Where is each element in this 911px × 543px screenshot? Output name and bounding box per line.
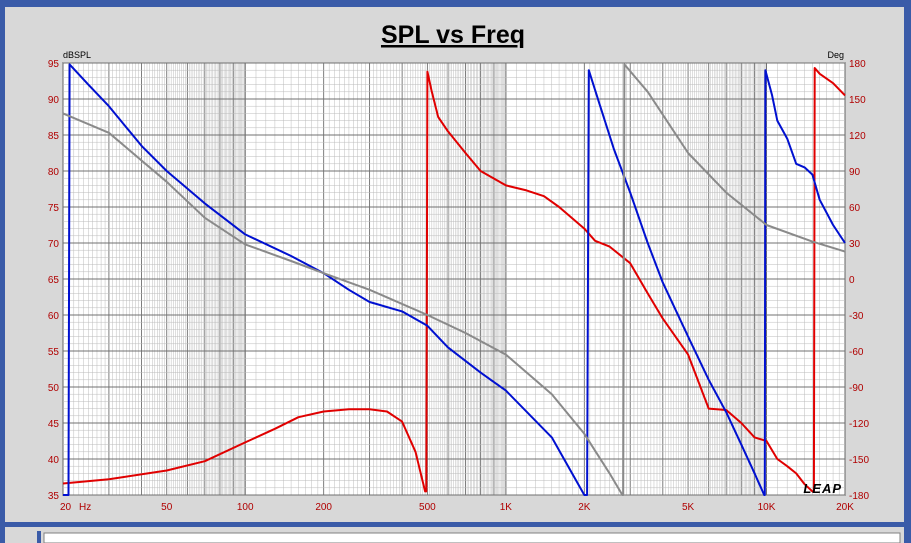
plot-grid — [62, 62, 846, 496]
x-tick-label: 500 — [419, 502, 436, 513]
y2-tick-label: -30 — [849, 311, 864, 322]
frame-border-top — [0, 0, 911, 7]
y-tick-label: 90 — [48, 95, 60, 106]
y2-tick-label: -120 — [849, 419, 869, 430]
y2-tick-label: 30 — [849, 239, 861, 250]
series-line-1 — [62, 67, 846, 493]
x-tick-label: 10K — [758, 502, 776, 513]
y-tick-label: 65 — [48, 275, 60, 286]
y2-tick-label: 90 — [849, 167, 861, 178]
y2-tick-label: 60 — [849, 203, 861, 214]
y-tick-label: 80 — [48, 167, 60, 178]
y-tick-label: 40 — [48, 455, 60, 466]
y2-tick-label: -180 — [849, 491, 869, 502]
chart-title: SPL vs Freq — [381, 21, 525, 49]
y-tick-label: 85 — [48, 131, 60, 142]
x-tick-label: 200 — [315, 502, 332, 513]
status-field — [43, 532, 901, 543]
y2-tick-label: -90 — [849, 383, 864, 394]
x-tick-label: 5K — [682, 502, 695, 513]
y-tick-label: 50 — [48, 383, 60, 394]
y2-tick-label: 150 — [849, 95, 866, 106]
leap-logo: LEAP — [803, 481, 842, 496]
x-tick-label: 20K — [836, 502, 854, 513]
y2-tick-label: 180 — [849, 59, 866, 70]
y-tick-label: 75 — [48, 203, 60, 214]
y-tick-label: 45 — [48, 419, 60, 430]
y-tick-label: 70 — [48, 239, 60, 250]
y2-tick-label: -60 — [849, 347, 864, 358]
status-divider — [37, 531, 41, 543]
x-tick-label: 2K — [578, 502, 591, 513]
y-tick-label: 95 — [48, 59, 60, 70]
series-layer — [62, 63, 846, 496]
y-tick-label: 60 — [48, 311, 60, 322]
x-tick-label: 100 — [237, 502, 254, 513]
y2-axis-label: Deg — [827, 50, 844, 60]
frame-border-bottom — [0, 522, 911, 527]
x-tick-label: 50 — [161, 502, 173, 513]
series-line-2 — [63, 63, 846, 496]
y-tick-label: 55 — [48, 347, 60, 358]
frame-border-left — [0, 0, 5, 543]
x-axis-label: Hz — [79, 502, 91, 513]
axis-ticks: 20 50 100 200 500 1K 2K 5K 10K 20K959085807570656… — [48, 59, 870, 513]
y2-tick-label: 0 — [849, 275, 855, 286]
y-axis-label: dBSPL — [63, 50, 91, 60]
x-tick-label: 1K — [500, 502, 513, 513]
series-line-3 — [62, 63, 846, 496]
y-tick-label: 35 — [48, 491, 60, 502]
y2-tick-label: 120 — [849, 131, 866, 142]
frame-border-right — [904, 0, 911, 543]
y2-tick-label: -150 — [849, 455, 869, 466]
x-tick-label: 20 — [60, 502, 72, 513]
